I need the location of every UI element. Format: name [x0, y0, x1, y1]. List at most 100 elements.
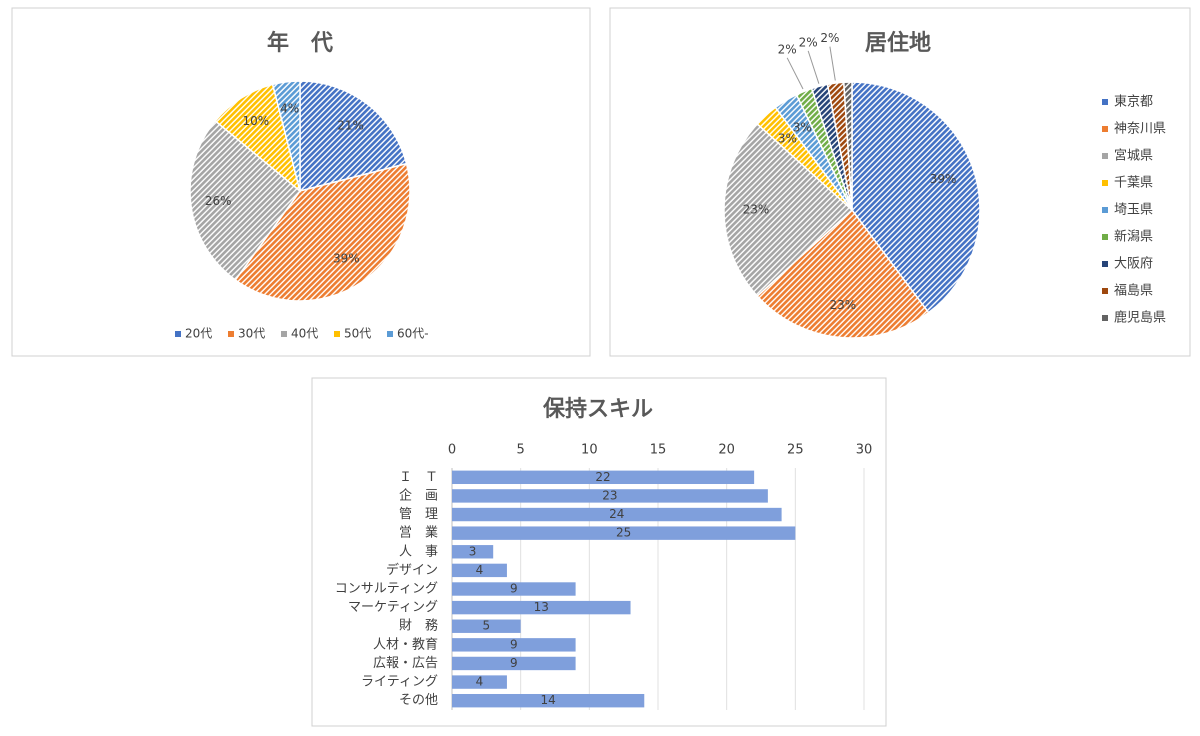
bar — [452, 582, 576, 596]
legend-label: 20代 — [185, 327, 212, 341]
bar — [452, 693, 645, 708]
y-tick-label: 営 業 — [399, 525, 438, 541]
chart-frame — [311, 377, 887, 727]
legend-label: 鹿児島県 — [1114, 310, 1166, 326]
legend-label: 宮城県 — [1114, 148, 1153, 164]
y-tick-label: マーケティング — [348, 600, 438, 615]
legend-swatch — [1102, 234, 1108, 240]
data-label: 9 — [510, 582, 518, 596]
data-label: 23% — [743, 203, 770, 217]
legend-label: 神奈川県 — [1114, 122, 1166, 137]
legend-swatch — [1102, 153, 1108, 159]
bar — [452, 489, 768, 503]
pie-slice — [271, 80, 301, 192]
x-tick-label: 20 — [718, 443, 735, 458]
data-label: 39% — [333, 252, 360, 266]
x-tick-label: 10 — [581, 443, 598, 458]
legend-swatch — [1102, 180, 1108, 186]
bar — [452, 619, 521, 633]
legend-label: 30代 — [238, 327, 265, 341]
legend-swatch — [1102, 99, 1108, 105]
bar — [452, 675, 507, 689]
pie-slice — [851, 81, 981, 314]
x-tick-label: 30 — [856, 443, 873, 458]
bar — [452, 656, 576, 671]
pie-slice — [843, 81, 853, 211]
bar — [452, 507, 782, 522]
data-label: 3% — [793, 120, 812, 134]
x-tick-label: 5 — [517, 443, 525, 458]
data-label: 4% — [280, 102, 299, 116]
pie-slice — [756, 208, 930, 339]
data-label: 39% — [930, 172, 957, 186]
data-label: 26% — [205, 194, 232, 208]
legend-swatch — [228, 331, 234, 337]
y-tick-label: ライティング — [361, 675, 438, 690]
x-tick-label: 0 — [448, 443, 456, 458]
bar — [452, 638, 576, 652]
legend-label: 新潟県 — [1114, 229, 1153, 245]
data-label: 2% — [799, 35, 818, 49]
data-label: 9 — [510, 637, 518, 651]
pie-slice — [723, 122, 854, 298]
bar — [452, 470, 755, 485]
y-tick-label: その他 — [399, 693, 438, 708]
data-label: 2% — [820, 31, 839, 45]
pie-slice — [189, 119, 302, 282]
bar — [452, 545, 494, 559]
pie-slice — [234, 162, 411, 302]
data-label: 10% — [242, 114, 269, 128]
y-tick-label: 広報・広告 — [373, 656, 438, 671]
y-tick-label: 人 事 — [399, 544, 438, 559]
leader-line — [807, 50, 820, 84]
data-label: 23 — [602, 488, 617, 502]
y-tick-label: 管 理 — [399, 507, 438, 522]
y-tick-label: コンサルティング — [335, 582, 438, 597]
bar — [452, 600, 631, 615]
legend-label: 50代 — [344, 327, 371, 341]
chart-title: 居住地 — [865, 30, 931, 56]
data-label: 4 — [476, 563, 484, 577]
x-tick-label: 25 — [787, 443, 804, 458]
data-label: 14 — [540, 693, 555, 707]
legend-swatch — [1102, 288, 1108, 294]
data-label: 23% — [829, 298, 856, 312]
y-tick-label: 企 画 — [399, 487, 438, 503]
legend-label: 大阪府 — [1114, 257, 1153, 272]
legend-label: 60代- — [397, 327, 429, 341]
data-label: 21% — [337, 118, 364, 132]
legend-swatch — [1102, 315, 1108, 321]
data-label: 4 — [476, 675, 484, 689]
y-tick-label: Ｉ Ｔ — [399, 470, 438, 485]
leader-line — [829, 46, 836, 81]
data-label: 22 — [595, 470, 610, 484]
y-tick-label: デザイン — [386, 562, 438, 578]
data-label: 9 — [510, 656, 518, 670]
y-tick-label: 財 務 — [399, 619, 438, 634]
legend-swatch — [334, 331, 340, 337]
data-label: 3 — [469, 544, 477, 558]
bar — [452, 563, 507, 578]
legend-label: 千葉県 — [1114, 176, 1153, 191]
legend-label: 埼玉県 — [1114, 203, 1153, 218]
data-label: 13 — [534, 600, 549, 614]
legend-swatch — [1102, 207, 1108, 213]
chart-title: 年 代 — [267, 30, 333, 56]
data-label: 25 — [616, 526, 631, 540]
legend-label: 40代 — [291, 327, 318, 341]
legend-swatch — [1102, 126, 1108, 132]
x-tick-label: 15 — [650, 443, 667, 458]
legend-swatch — [281, 331, 287, 337]
chart-title: 保持スキル — [542, 397, 653, 422]
pie-slice — [299, 80, 408, 192]
legend-swatch — [1102, 261, 1108, 267]
bar — [452, 526, 796, 540]
y-tick-label: 人材・教育 — [373, 636, 438, 652]
legend-label: 福島県 — [1114, 284, 1153, 299]
leader-line — [786, 57, 804, 90]
legend-swatch — [175, 331, 181, 337]
data-label: 5 — [483, 619, 491, 633]
legend-label: 東京都 — [1114, 94, 1153, 110]
legend-swatch — [387, 331, 393, 337]
